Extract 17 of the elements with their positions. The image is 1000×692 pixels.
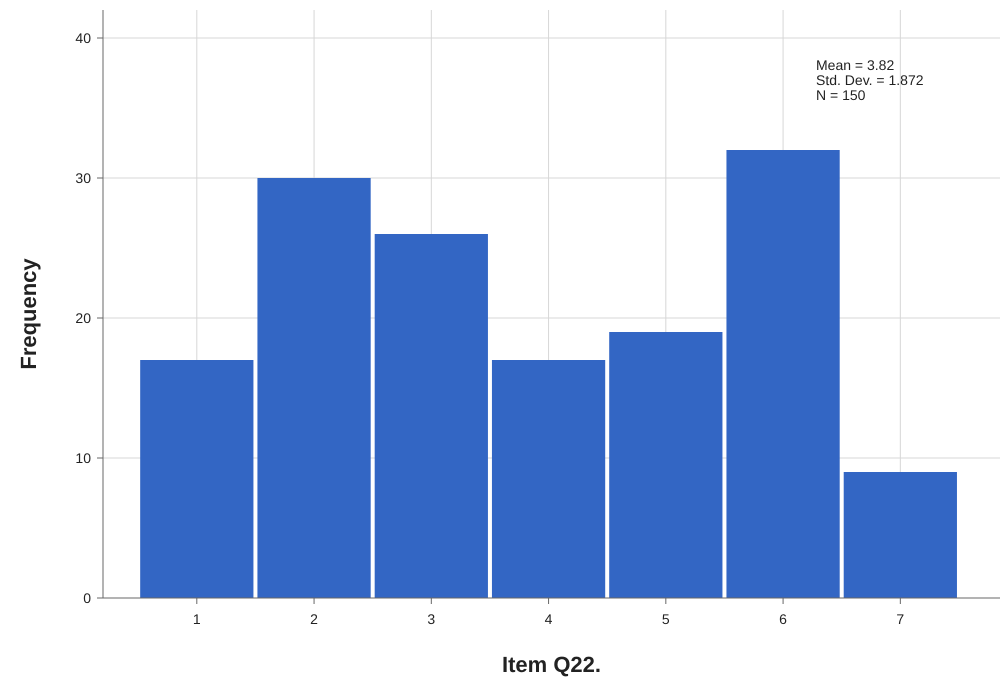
x-tick-label: 4 <box>544 611 553 627</box>
y-axis-title: Frequency <box>16 258 41 370</box>
y-tick-label: 0 <box>83 590 92 606</box>
annotation: Mean = 3.82 <box>816 57 894 73</box>
y-tick-label: 30 <box>75 170 92 186</box>
x-tick-label: 7 <box>896 611 904 627</box>
annotation: N = 150 <box>816 87 866 103</box>
x-tick-label: 1 <box>192 611 201 627</box>
x-tick-label: 3 <box>427 611 436 627</box>
x-tick-label: 6 <box>779 611 788 627</box>
y-tick-label: 40 <box>75 30 92 46</box>
x-tick-label: 2 <box>310 611 318 627</box>
y-tick-label: 10 <box>75 450 92 466</box>
annotation: Std. Dev. = 1.872 <box>816 72 924 88</box>
x-axis-title: Item Q22. <box>502 652 602 677</box>
y-tick-label: 20 <box>75 310 92 326</box>
x-tick-label: 5 <box>662 611 670 627</box>
